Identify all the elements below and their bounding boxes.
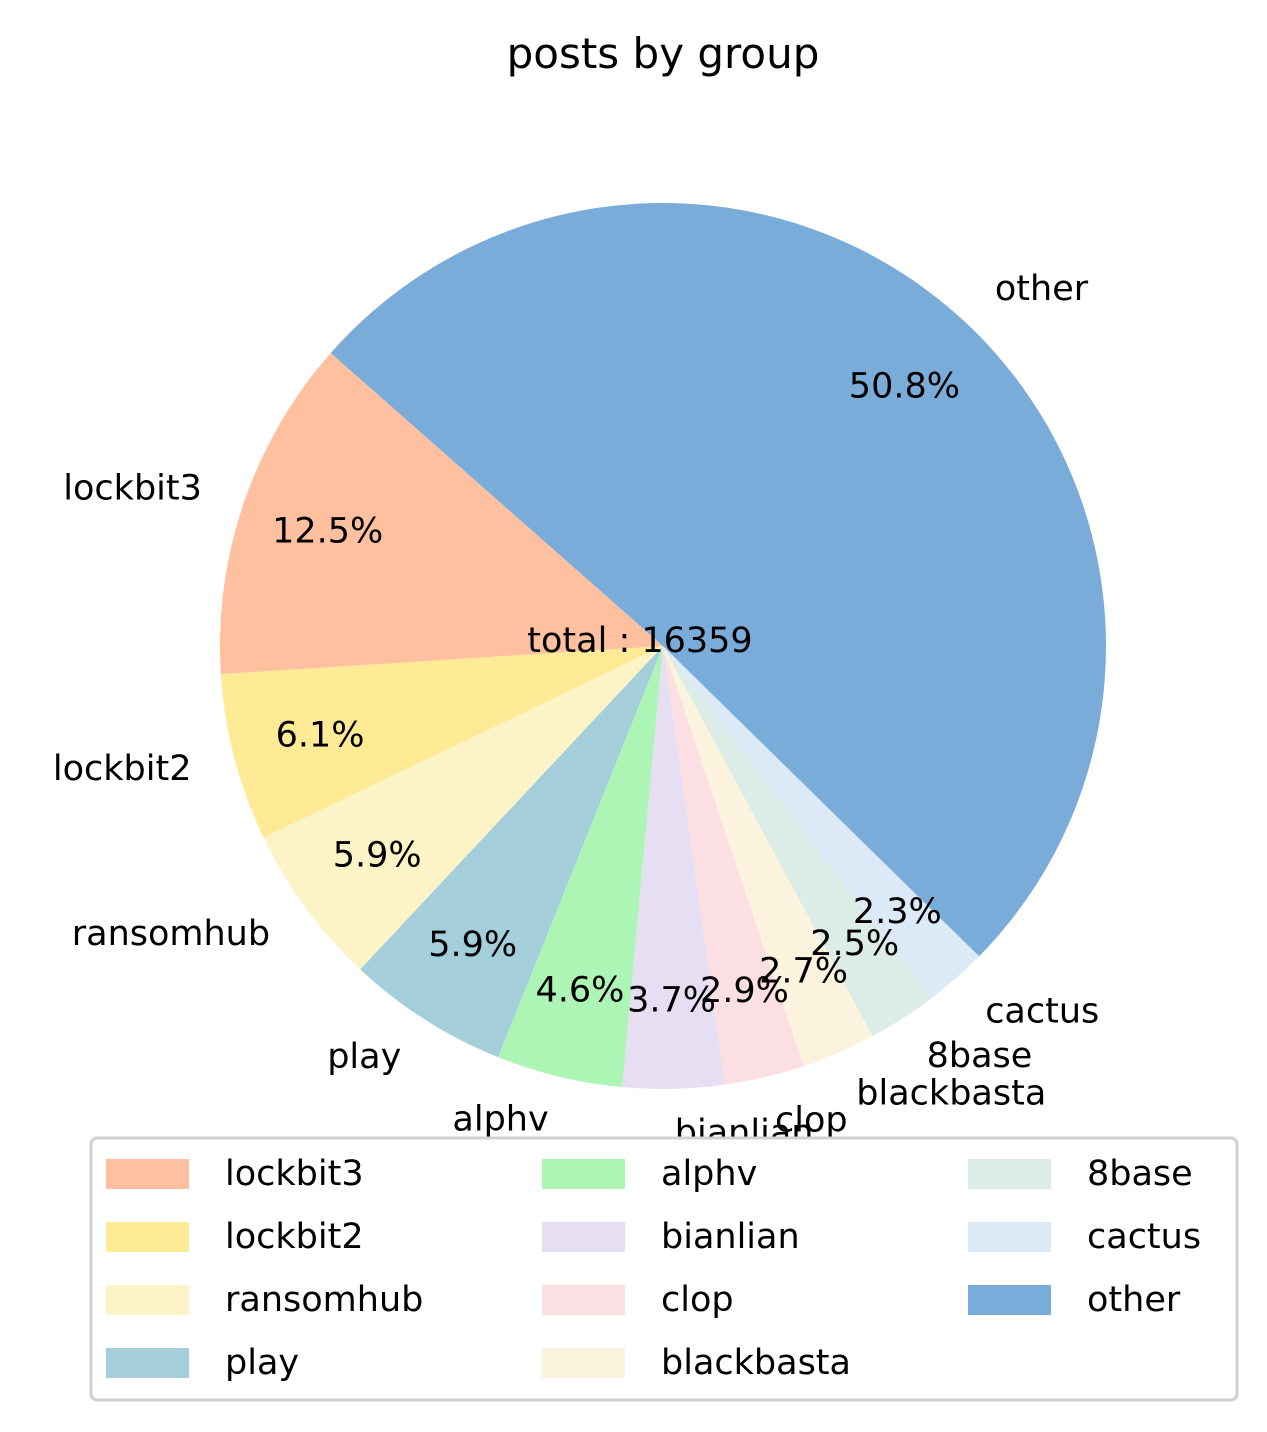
- pie-slice-clop: [663, 646, 804, 1085]
- slice-label-cactus: cactus: [985, 992, 1099, 1032]
- legend-label-bianlian: bianlian: [661, 1217, 800, 1257]
- legend-swatch-blackbasta: [542, 1348, 625, 1378]
- pie-slice-8base: [663, 646, 932, 1037]
- legend-label-cactus: cactus: [1087, 1217, 1201, 1257]
- pie-slice-ransomhub: [263, 646, 663, 970]
- pie-slices: [220, 203, 1106, 1089]
- slice-label-other: other: [995, 269, 1089, 309]
- pie-slice-bianlian: [622, 646, 726, 1089]
- legend-swatch-cactus: [968, 1222, 1051, 1252]
- legend-swatch-clop: [542, 1285, 625, 1315]
- legend-swatch-lockbit3: [106, 1159, 189, 1189]
- legend-swatch-bianlian: [542, 1222, 625, 1252]
- slice-label-alphv: alphv: [452, 1100, 548, 1140]
- legend-label-clop: clop: [661, 1280, 734, 1320]
- pie-slice-play: [360, 646, 663, 1058]
- legend-swatch-alphv: [542, 1159, 625, 1189]
- slice-label-play: play: [327, 1037, 401, 1077]
- slice-label-8base: 8base: [927, 1036, 1033, 1076]
- legend-label-lockbit2: lockbit2: [225, 1217, 364, 1257]
- slice-percent-clop: 2.9%: [700, 971, 789, 1011]
- legend-swatch-play: [106, 1348, 189, 1378]
- pie-slice-blackbasta: [663, 646, 873, 1067]
- slice-percent-alphv: 4.6%: [535, 971, 624, 1011]
- slice-percent-lockbit2: 6.1%: [276, 716, 365, 756]
- slice-percent-8base: 2.5%: [810, 924, 899, 964]
- legend-frame: [89, 1136, 1239, 1402]
- legend: lockbit3 lockbit2 ransomhub play alphv bianli…: [89, 1136, 1239, 1402]
- slice-label-clop: clop: [775, 1100, 848, 1140]
- chart-title: posts by group: [507, 29, 820, 78]
- legend-swatch-lockbit2: [106, 1222, 189, 1252]
- slice-label-lockbit3: lockbit3: [63, 468, 202, 508]
- slice-label-blackbasta: blackbasta: [856, 1073, 1046, 1113]
- legend-swatch-other: [968, 1285, 1051, 1315]
- slice-percent-ransomhub: 5.9%: [333, 836, 422, 876]
- legend-swatch-ransomhub: [106, 1285, 189, 1315]
- legend-items: lockbit3 lockbit2 ransomhub play alphv bianli…: [106, 1154, 1201, 1383]
- slice-label-ransomhub: ransomhub: [72, 914, 270, 954]
- slice-percent-labels: 12.5% 6.1% 5.9% 5.9% 4.6% 3.7%2.9%2.7%2.5%2.3…: [272, 367, 960, 1021]
- pie-slice-other: [330, 203, 1106, 957]
- legend-label-lockbit3: lockbit3: [225, 1154, 364, 1194]
- total-label: total : 16359: [527, 621, 752, 661]
- slice-percent-blackbasta: 2.7%: [759, 951, 848, 991]
- pie-slice-lockbit3: [220, 353, 663, 675]
- pie-slice-alphv: [498, 646, 663, 1088]
- slice-percent-lockbit3: 12.5%: [272, 511, 383, 551]
- slice-percent-cactus: 2.3%: [853, 892, 942, 932]
- slice-percent-other: 50.8%: [849, 367, 960, 407]
- pie-slice-lockbit2: [220, 646, 663, 838]
- pie-slice-cactus: [663, 646, 980, 999]
- legend-label-other: other: [1087, 1280, 1181, 1320]
- legend-label-8base: 8base: [1087, 1154, 1193, 1194]
- legend-label-blackbasta: blackbasta: [661, 1343, 851, 1383]
- legend-label-ransomhub: ransomhub: [225, 1280, 423, 1320]
- slice-percent-bianlian: 3.7%: [627, 980, 716, 1020]
- legend-label-alphv: alphv: [661, 1154, 757, 1194]
- slice-label-lockbit2: lockbit2: [53, 749, 192, 789]
- legend-label-play: play: [225, 1343, 299, 1383]
- legend-swatch-8base: [968, 1159, 1051, 1189]
- slice-percent-play: 5.9%: [428, 925, 517, 965]
